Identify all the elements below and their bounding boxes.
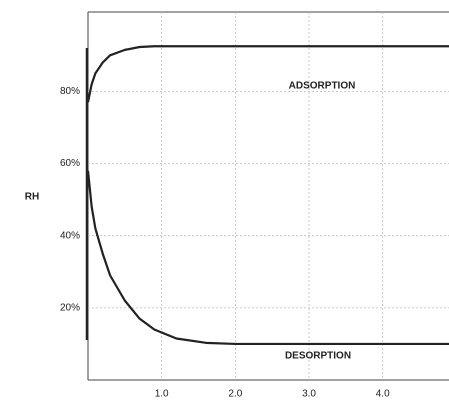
y-tick-label: 80% — [60, 86, 80, 97]
data-line — [86, 45, 449, 103]
y-axis-label: RH — [25, 192, 39, 203]
x-tick-label: 2.0 — [228, 389, 242, 400]
x-tick-label: 1.0 — [155, 389, 169, 400]
data-line — [86, 170, 449, 346]
x-tick-label: 4.0 — [376, 389, 390, 400]
series-label: ADSORPTION — [289, 81, 356, 92]
y-tick-label: 40% — [60, 230, 80, 241]
y-tick-label: 60% — [60, 158, 80, 169]
y-tick-label: 20% — [60, 302, 80, 313]
x-tick-label: 3.0 — [302, 389, 316, 400]
series-label: DESORPTION — [285, 351, 351, 362]
